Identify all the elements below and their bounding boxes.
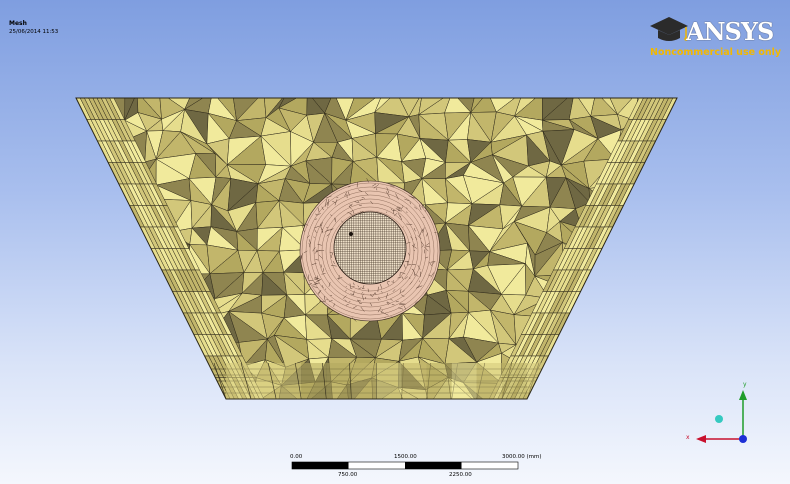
axis-triad-icon [696,390,747,443]
ring-mesh-lines [300,178,439,322]
ansys-logo: ANSYS Noncommercial use only [648,14,790,62]
coordinate-triad[interactable]: y x [680,378,760,458]
domain-outline [75,97,678,400]
graduation-cap-icon [650,17,688,41]
scale-label-0: 0.00 [290,454,303,460]
x-axis-label: x [686,434,690,441]
logo-wordmark: ANSYS [686,17,774,46]
boundary-layer-elements [76,98,677,399]
core-mesh-lines [334,212,406,284]
scale-label-750: 750.00 [338,472,358,478]
view-timestamp: 25/06/2014 11:53 [9,29,59,35]
refinement-core [333,211,407,285]
scale-bar [291,461,519,470]
license-notice: Noncommercial use only [650,47,782,58]
scale-label-1500: 1500.00 [394,454,417,460]
y-axis-label: y [743,381,747,388]
scale-label-2250: 2250.00 [449,472,472,478]
scale-label-3000: 3000.00 (mm) [502,454,542,460]
view-title: Mesh [9,20,27,27]
